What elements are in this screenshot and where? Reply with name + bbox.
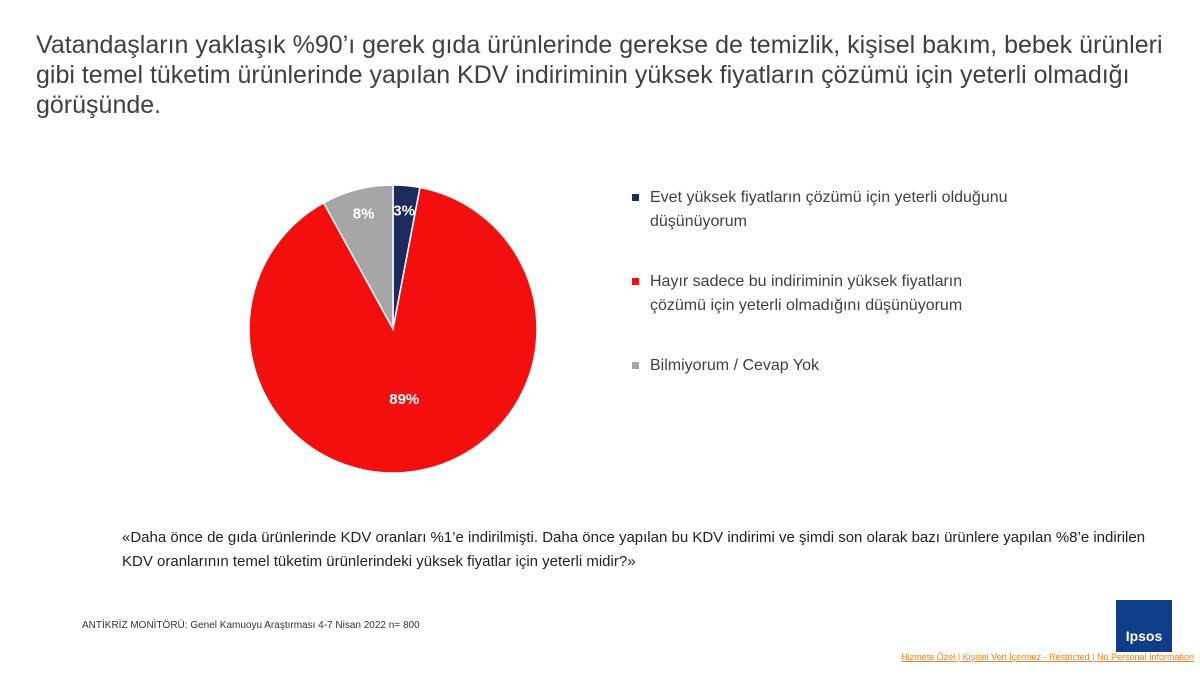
legend-label: Evet yüksek fiyatların çözümü için yeter… [650, 189, 1008, 230]
legend-entry: Evet yüksek fiyatların çözümü için yeter… [630, 186, 1010, 234]
data-label: 3% [393, 202, 415, 219]
legend: Evet yüksek fiyatların çözümü için yeter… [630, 186, 1010, 414]
question: «Daha önce de gıda ürünlerinde KDV oranl… [122, 529, 1146, 570]
data-label: 89% [389, 391, 419, 408]
legend-swatch [632, 278, 639, 285]
pie-slice [322, 184, 394, 330]
data-label: 8% [353, 206, 375, 223]
title: Vatandaşların yaklaşık %90’ı gerek gıda … [36, 31, 1163, 119]
source: ANTİKRİZ MONİTÖRÜ: Genel Kamuoyu Araştır… [82, 620, 420, 631]
legend-entry: Hayır sadece bu indiriminin yüksek fiyat… [630, 270, 1010, 318]
legend-label: Hayır sadece bu indiriminin yüksek fiyat… [650, 273, 963, 314]
legend-swatch [632, 194, 639, 201]
legend-swatch [632, 362, 639, 369]
pie-slice [248, 186, 538, 474]
legend-entry: Bilmiyorum / Cevap Yok [630, 354, 1010, 378]
logo: Ipsos [1116, 600, 1172, 652]
legend-label: Bilmiyorum / Cevap Yok [650, 357, 819, 374]
footer: Hizmete Özel | Kişisel Veri İçermez - Re… [901, 652, 1194, 662]
